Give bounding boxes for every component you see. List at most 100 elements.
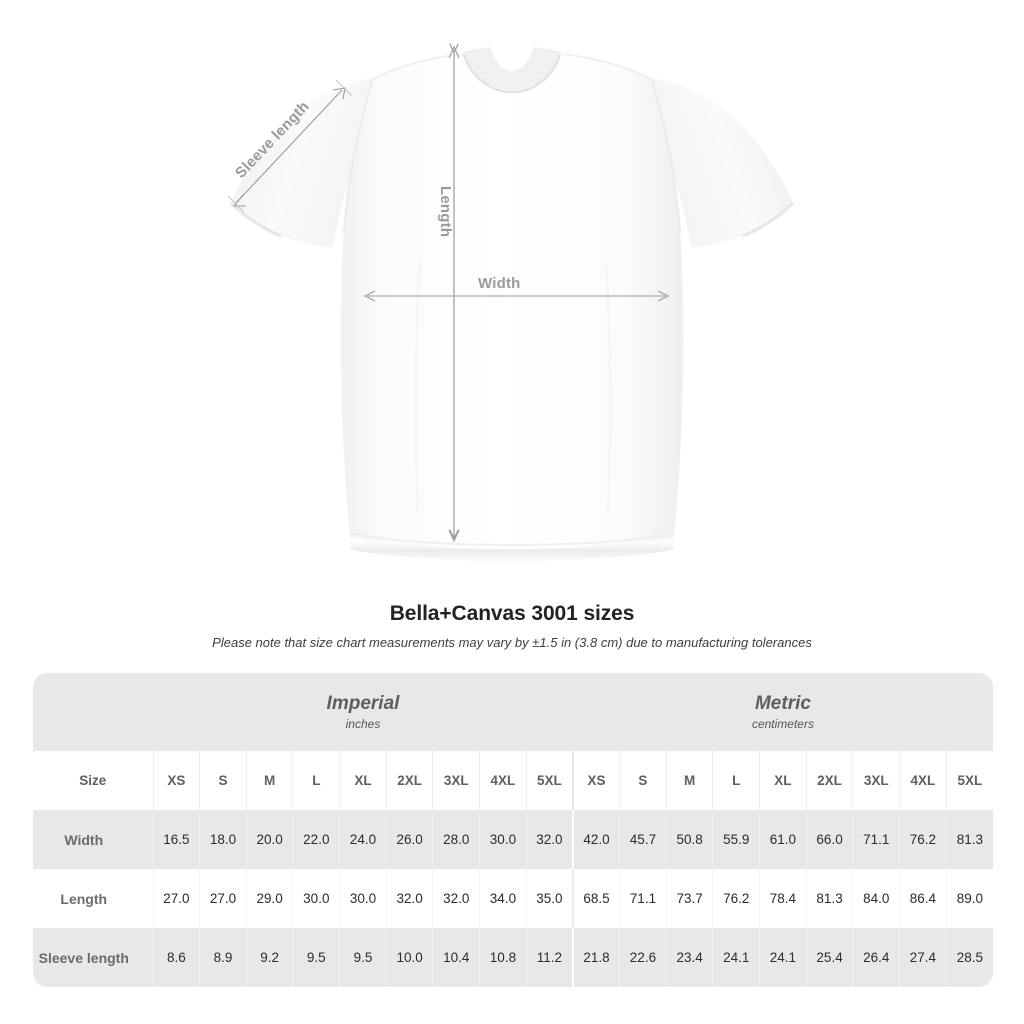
table-cell: 22.0: [292, 810, 340, 869]
size-chart-table: Imperial inches Metric centimeters Size …: [33, 673, 993, 987]
table-cell: 35.0: [525, 869, 573, 928]
size-header-cell: XL: [759, 751, 807, 810]
table-cell: 27.0: [199, 869, 247, 928]
table-cell: 22.6: [619, 928, 667, 987]
length-arrowhead-bottom: [448, 529, 460, 543]
table-cell: 11.2: [525, 928, 573, 987]
shirt-body: [340, 53, 684, 549]
row-label-width: Width: [33, 810, 154, 869]
size-column-header: Size: [33, 751, 154, 810]
table-cell: 8.6: [152, 928, 200, 987]
size-header-cell: 2XL: [805, 751, 853, 810]
table-cell: 45.7: [619, 810, 667, 869]
fabric-fold-right: [604, 259, 612, 513]
table-cell: 30.0: [479, 810, 527, 869]
table-cell: 76.2: [899, 810, 947, 869]
table-cell: 86.4: [899, 869, 947, 928]
table-cell: 26.0: [385, 810, 433, 869]
table-cell: 81.3: [805, 869, 853, 928]
table-cell: 24.1: [759, 928, 807, 987]
sleeve-tick-bottom: [227, 195, 245, 213]
table-cell: 32.0: [385, 869, 433, 928]
size-header-cell: L: [292, 751, 340, 810]
table-cell: 16.5: [152, 810, 200, 869]
table-cell: 34.0: [479, 869, 527, 928]
table-cell: 71.1: [619, 869, 667, 928]
size-header-cell: S: [619, 751, 667, 810]
right-shoulder-seam: [563, 53, 653, 81]
table-cell: 27.0: [152, 869, 200, 928]
table-row: Length 27.0 27.0 29.0 30.0 30.0 32.0 32.…: [33, 869, 993, 928]
table-cell: 20.0: [245, 810, 293, 869]
size-header-cell: XS: [152, 751, 200, 810]
table-cell: 30.0: [339, 869, 387, 928]
sleeve-line: [235, 89, 343, 204]
right-armhole-seam: [650, 79, 682, 233]
width-arrowhead-left: [363, 290, 376, 302]
size-header-cell: 4XL: [479, 751, 527, 810]
row-label-length: Length: [33, 869, 154, 928]
table-cell: 9.5: [339, 928, 387, 987]
sleeve-tick-top: [335, 79, 353, 97]
table-cell: 25.4: [805, 928, 853, 987]
table-cell: 29.0: [245, 869, 293, 928]
table-cell: 61.0: [759, 810, 807, 869]
table-cell: 81.3: [945, 810, 993, 869]
size-header-cell: XS: [571, 751, 620, 810]
table-cell: 50.8: [665, 810, 713, 869]
size-header-cell: 5XL: [945, 751, 993, 810]
size-chart-table-container: Imperial inches Metric centimeters Size …: [33, 673, 993, 987]
table-cell: 30.0: [292, 869, 340, 928]
size-header-cell: XL: [339, 751, 387, 810]
table-cell: 21.8: [571, 928, 620, 987]
table-cell: 76.2: [712, 869, 760, 928]
metric-unit: centimeters: [751, 717, 814, 732]
size-header-cell: 4XL: [899, 751, 947, 810]
table-cell: 24.1: [712, 928, 760, 987]
table-cell: 26.4: [852, 928, 900, 987]
bottom-hem-stitch: [349, 532, 675, 547]
row-label-sleeve-length: Sleeve length: [33, 928, 154, 987]
table-cell: 55.9: [712, 810, 760, 869]
table-cell: 73.7: [665, 869, 713, 928]
size-header-cell: 5XL: [525, 751, 573, 810]
collar-band: [462, 47, 562, 90]
table-cell: 27.4: [899, 928, 947, 987]
length-arrowhead-top: [448, 45, 460, 59]
table-cell: 42.0: [571, 810, 620, 869]
metric-unit-header: Metric centimeters: [572, 673, 993, 751]
collar-stitch: [462, 54, 562, 94]
table-cell: 89.0: [945, 869, 993, 928]
tshirt-illustration: [227, 0, 795, 561]
size-header-cell: S: [199, 751, 247, 810]
table-cell: 32.0: [432, 869, 480, 928]
page-subtitle: Please note that size chart measurements…: [212, 635, 812, 650]
table-row: Width 16.5 18.0 20.0 22.0 24.0 26.0 28.0…: [33, 810, 993, 869]
unit-band-spacer: [33, 673, 154, 751]
left-sleeve: [231, 78, 372, 247]
size-header-row: Size XS S M L XL 2XL 3XL 4XL 5XL XS S M …: [33, 751, 993, 810]
left-armhole-seam: [342, 79, 374, 233]
size-header-cell: L: [712, 751, 760, 810]
imperial-label: Imperial: [326, 692, 400, 714]
sleeve-arrowhead-top: [332, 87, 346, 100]
table-cell: 28.5: [945, 928, 993, 987]
table-cell: 28.0: [432, 810, 480, 869]
table-cell: 10.4: [432, 928, 480, 987]
tshirt-measurement-diagram: Width Length Sleeve length: [227, 0, 795, 561]
table-cell: 10.8: [479, 928, 527, 987]
length-dimension-label: Length: [437, 186, 454, 238]
table-cell: 24.0: [339, 810, 387, 869]
size-header-cell: 3XL: [432, 751, 480, 810]
table-row: Sleeve length 8.6 8.9 9.2 9.5 9.5 10.0 1…: [33, 928, 993, 987]
imperial-unit-header: Imperial inches: [153, 673, 573, 751]
table-cell: 23.4: [665, 928, 713, 987]
page-title: Bella+Canvas 3001 sizes: [389, 602, 635, 625]
table-cell: 9.2: [245, 928, 293, 987]
table-cell: 78.4: [759, 869, 807, 928]
size-header-cell: 2XL: [385, 751, 433, 810]
table-cell: 8.9: [199, 928, 247, 987]
width-dimension-label: Width: [478, 275, 521, 292]
size-header-cell: 3XL: [852, 751, 900, 810]
table-cell: 84.0: [852, 869, 900, 928]
